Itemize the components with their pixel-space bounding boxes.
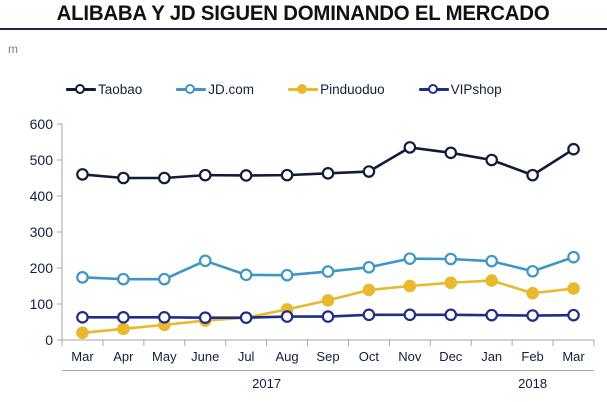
x-axis-label: Dec — [439, 349, 463, 364]
data-point[interactable] — [280, 268, 294, 282]
x-axis-year-group: 2017 — [62, 370, 472, 398]
chart-title-bar: ALIBABA Y JD SIGUEN DOMINANDO EL MERCADO — [0, 0, 607, 30]
plot-svg: 0 100 200 300 400 500 600 — [30, 116, 595, 348]
series-pinduoduo — [76, 274, 580, 340]
data-point[interactable] — [403, 279, 417, 293]
data-point[interactable] — [198, 254, 212, 268]
data-point[interactable] — [444, 146, 458, 160]
x-axis-label: Sep — [316, 349, 340, 364]
y-axis-unit-label: m — [8, 42, 18, 56]
data-point[interactable] — [403, 308, 417, 322]
y-axis-tick-label: 300 — [30, 224, 54, 240]
data-point[interactable] — [117, 322, 130, 336]
data-point[interactable] — [321, 167, 335, 180]
legend-swatch-icon — [288, 82, 319, 96]
data-point[interactable] — [158, 171, 171, 185]
y-axis-tick-label: 0 — [45, 332, 53, 348]
x-axis-year-label: 2017 — [252, 376, 282, 391]
legend-label: Taobao — [98, 81, 143, 97]
legend-label: VIPshop — [450, 81, 502, 97]
data-point[interactable] — [567, 250, 580, 264]
x-axis-label: Mar — [71, 349, 94, 364]
legend-swatch-icon — [418, 82, 449, 96]
x-axis-label: Mar — [562, 349, 585, 364]
data-point[interactable] — [117, 171, 130, 185]
data-point[interactable] — [321, 265, 335, 278]
x-axis-label: Jan — [481, 349, 503, 364]
data-point[interactable] — [526, 286, 539, 300]
data-point[interactable] — [485, 308, 498, 322]
x-axis-label: Feb — [521, 349, 544, 364]
data-point[interactable] — [280, 168, 294, 182]
x-axis-year-group: 2018 — [471, 370, 594, 398]
data-point[interactable] — [444, 308, 458, 322]
legend-item-vipshop[interactable]: VIPshop — [418, 81, 502, 97]
data-point[interactable] — [158, 311, 171, 324]
data-point[interactable] — [362, 308, 376, 322]
legend-label: JD.com — [208, 81, 255, 97]
data-point[interactable] — [76, 271, 89, 284]
legend-item-pinduoduo[interactable]: Pinduoduo — [288, 82, 385, 97]
data-point[interactable] — [321, 294, 335, 307]
legend-item-taobao[interactable]: Taobao — [66, 82, 142, 97]
data-point[interactable] — [567, 142, 580, 156]
data-point[interactable] — [485, 274, 498, 287]
data-point[interactable] — [526, 264, 539, 278]
data-point[interactable] — [485, 153, 498, 167]
legend-item-jd-com[interactable]: JD.com — [176, 82, 254, 97]
data-point[interactable] — [76, 326, 89, 340]
data-point[interactable] — [321, 310, 335, 323]
data-point[interactable] — [444, 252, 458, 266]
data-point[interactable] — [76, 311, 89, 324]
data-point[interactable] — [567, 308, 580, 322]
data-point[interactable] — [485, 254, 498, 268]
series-taobao — [76, 141, 580, 185]
y-axis-tick-label: 600 — [30, 116, 54, 132]
plot-area: 0 100 200 300 400 500 600 — [0, 110, 607, 360]
x-axis-year-label: 2018 — [518, 376, 548, 391]
data-point[interactable] — [158, 272, 171, 286]
x-axis-label: May — [152, 349, 177, 364]
series-jd-com — [76, 250, 580, 286]
y-axis-tick-label: 500 — [30, 152, 54, 168]
data-point[interactable] — [198, 311, 212, 324]
series-line — [81, 279, 575, 335]
data-point[interactable] — [117, 311, 130, 324]
data-point[interactable] — [444, 276, 458, 290]
legend-swatch-icon — [176, 82, 207, 96]
data-point[interactable] — [239, 311, 253, 324]
data-point[interactable] — [117, 272, 130, 286]
data-point[interactable] — [403, 252, 417, 265]
x-axis-label: Apr — [113, 349, 134, 364]
series-vipshop — [76, 308, 580, 324]
x-axis-year-groups: 2017 2018 — [62, 370, 594, 400]
chart-legend: Taobao JD.com Pinduoduo VIPshop — [66, 78, 546, 100]
data-point[interactable] — [567, 282, 580, 295]
legend-label: Pinduoduo — [320, 81, 385, 97]
x-axis-label: Jul — [237, 349, 255, 364]
data-point[interactable] — [362, 165, 376, 178]
data-point[interactable] — [239, 268, 253, 282]
x-axis-label: June — [191, 349, 220, 364]
data-point[interactable] — [198, 168, 212, 182]
data-point[interactable] — [526, 309, 539, 322]
x-axis-label: Aug — [275, 349, 299, 364]
x-axis: Mar Apr May June Jul Aug Sep Oct Nov Dec Jan Feb Mar… — [0, 344, 607, 402]
data-point[interactable] — [76, 168, 89, 181]
y-axis-tick-label: 100 — [30, 296, 54, 312]
data-point[interactable] — [280, 310, 294, 323]
x-axis-label: Oct — [358, 349, 380, 364]
data-point[interactable] — [239, 169, 253, 182]
y-axis-tick-label: 200 — [30, 260, 54, 276]
data-point[interactable] — [526, 168, 539, 182]
legend-swatch-icon — [66, 82, 96, 96]
page-title: ALIBABA Y JD SIGUEN DOMINANDO EL MERCADO — [57, 2, 550, 25]
x-axis-label: Nov — [398, 349, 422, 364]
y-axis-tick-label: 400 — [30, 188, 54, 204]
data-point[interactable] — [403, 141, 417, 154]
x-axis-tick-labels: Mar Apr May June Jul Aug Sep Oct Nov Dec Jan Feb Mar — [62, 346, 594, 370]
data-point[interactable] — [362, 260, 376, 274]
data-point[interactable] — [362, 283, 376, 297]
